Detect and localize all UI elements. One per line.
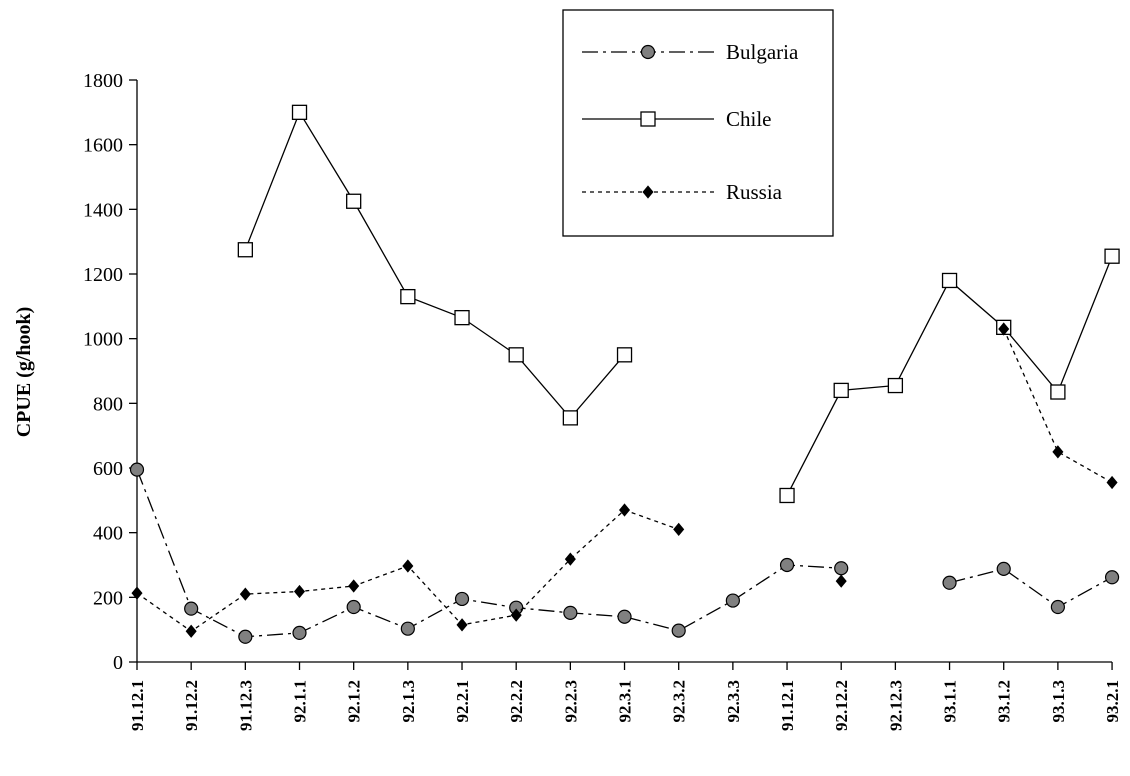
data-point-bulgaria	[834, 561, 849, 576]
data-point-chile	[291, 104, 308, 120]
x-tick-label: 92.2.3	[561, 680, 580, 723]
x-tick-label: 92.1.3	[399, 680, 418, 723]
series-chile	[237, 104, 1120, 504]
y-tick-label: 800	[93, 393, 123, 415]
data-point-russia	[239, 587, 251, 601]
data-point-russia	[456, 618, 468, 632]
data-point-chile	[941, 272, 958, 289]
data-point-chile	[1104, 248, 1120, 264]
data-point-russia	[402, 559, 414, 573]
data-point-chile	[508, 347, 524, 363]
x-axis: 91.12.1 91.12.2 91.12.3 92.1.1 92.1.2 92.1.3 9…	[128, 661, 1122, 731]
data-point-bulgaria	[238, 629, 253, 644]
x-tick-label: 92.12.2	[832, 680, 851, 731]
data-point-russia	[564, 552, 576, 566]
data-point-russia	[619, 503, 631, 517]
y-tick-label: 1600	[83, 135, 123, 157]
x-tick-label: 93.1.3	[1049, 680, 1068, 723]
data-point-russia	[131, 586, 143, 600]
x-tick-label: 91.12.3	[236, 680, 255, 731]
y-tick-label: 1200	[83, 264, 123, 286]
data-point-bulgaria	[725, 593, 740, 608]
x-tick-label: 91.12.1	[128, 680, 147, 731]
legend-label-chile: Chile	[726, 107, 772, 131]
data-point-chile	[887, 377, 904, 394]
x-tick-label: 92.3.3	[724, 680, 743, 723]
x-tick-label: 92.2.1	[453, 680, 472, 723]
series-line-bulgaria	[136, 469, 842, 638]
y-tick-label: 1000	[83, 329, 123, 351]
legend-marker-russia	[642, 185, 654, 199]
x-tick-label: 91.12.2	[182, 680, 201, 731]
data-point-bulgaria	[1104, 570, 1120, 585]
x-tick-label: 91.12.1	[778, 680, 797, 731]
data-point-chile	[400, 288, 416, 305]
data-point-bulgaria	[454, 591, 470, 607]
legend-marker-chile	[640, 111, 656, 127]
data-point-russia	[348, 579, 360, 593]
data-point-russia	[1052, 445, 1064, 459]
legend-label-bulgaria: Bulgaria	[726, 40, 799, 64]
data-point-russia	[835, 574, 847, 588]
x-tick-label: 92.3.1	[616, 680, 635, 723]
x-tick-label: 93.2.1	[1103, 680, 1122, 723]
x-tick-label: 92.1.2	[345, 680, 364, 723]
series-russia	[131, 322, 1118, 638]
y-tick-label: 0	[113, 652, 123, 674]
series-line-russia	[1003, 328, 1113, 484]
data-point-bulgaria	[184, 601, 199, 616]
series-layer	[129, 104, 1120, 644]
data-point-bulgaria	[671, 623, 686, 638]
legend-box	[562, 9, 834, 237]
series-line-bulgaria	[949, 568, 1113, 608]
y-tick-label: 400	[93, 523, 123, 545]
data-point-chile	[346, 193, 362, 209]
data-point-chile	[779, 487, 795, 504]
data-point-bulgaria	[129, 462, 145, 477]
y-axis-title: CPUE (g/hook)	[13, 307, 35, 438]
y-tick-label: 600	[93, 458, 123, 480]
legend-marker-bulgaria	[640, 44, 656, 60]
data-point-chile	[454, 309, 470, 326]
y-tick-label: 1800	[83, 70, 123, 92]
x-tick-label: 92.1.1	[291, 680, 310, 723]
data-point-chile	[616, 347, 633, 363]
data-point-russia	[510, 608, 522, 622]
data-point-russia	[1106, 475, 1118, 490]
data-point-chile	[1050, 384, 1066, 400]
series-line-chile	[244, 110, 626, 419]
data-point-bulgaria	[292, 625, 307, 641]
legend: Bulgaria Chile Russia	[562, 9, 834, 237]
data-point-russia	[293, 584, 306, 599]
y-tick-label: 1400	[83, 199, 123, 221]
x-tick-label: 93.1.2	[995, 680, 1014, 723]
data-point-bulgaria	[1050, 599, 1065, 615]
x-tick-label: 92.2.2	[507, 680, 526, 723]
data-point-bulgaria	[400, 621, 415, 636]
data-point-bulgaria	[779, 557, 795, 573]
data-point-chile	[833, 382, 849, 399]
data-point-bulgaria	[996, 561, 1011, 576]
legend-label-russia: Russia	[726, 180, 783, 204]
x-tick-label: 93.1.1	[941, 680, 960, 723]
data-point-bulgaria	[617, 609, 632, 624]
data-point-chile	[237, 242, 253, 258]
series-bulgaria	[129, 462, 1120, 644]
series-line-chile	[786, 255, 1113, 496]
data-point-russia	[673, 522, 685, 537]
y-tick-label: 200	[93, 587, 123, 609]
data-point-russia	[998, 322, 1010, 336]
y-axis: 0 200 400 600 800 1000 1200 1400 1600 1800	[83, 70, 138, 674]
data-point-bulgaria	[563, 605, 578, 620]
data-point-chile	[562, 410, 579, 426]
data-point-bulgaria	[942, 575, 957, 590]
x-tick-label: 92.3.2	[670, 680, 689, 723]
data-point-russia	[185, 624, 197, 638]
data-point-bulgaria	[346, 599, 361, 615]
x-tick-label: 92.12.3	[886, 680, 905, 731]
